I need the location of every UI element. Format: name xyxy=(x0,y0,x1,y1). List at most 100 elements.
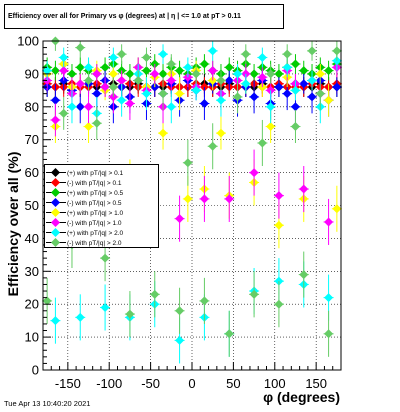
data-point xyxy=(158,128,168,138)
data-point xyxy=(290,59,300,69)
data-point xyxy=(249,168,259,178)
data-point xyxy=(125,309,135,319)
data-point xyxy=(108,69,118,79)
legend-label: (+) with pT/|q| > 0.1 xyxy=(67,169,124,177)
data-point xyxy=(183,194,193,204)
timestamp: Tue Apr 13 10:40:20 2021 xyxy=(4,399,91,408)
data-point xyxy=(224,194,234,204)
x-tick-label: 150 xyxy=(305,376,327,391)
legend-marker xyxy=(45,198,67,208)
legend-marker xyxy=(45,188,67,198)
x-tick-label: 0 xyxy=(188,376,195,391)
data-point xyxy=(266,122,276,132)
y-tick-label: 30 xyxy=(25,264,39,279)
series-7 xyxy=(42,41,342,364)
data-point xyxy=(92,69,102,79)
data-point xyxy=(59,66,69,76)
data-point xyxy=(92,118,102,128)
x-tick-label: 50 xyxy=(226,376,240,391)
data-point xyxy=(183,62,193,72)
data-point xyxy=(50,95,60,105)
data-point xyxy=(75,79,85,89)
plot-grid xyxy=(43,40,341,371)
data-point xyxy=(59,108,69,118)
data-point xyxy=(100,62,110,72)
legend-label: (-) with pT/|q| > 0.1 xyxy=(67,179,122,187)
legend-marker xyxy=(45,238,67,248)
data-point xyxy=(191,85,201,95)
data-point xyxy=(175,306,185,316)
data-point xyxy=(50,115,60,125)
data-point xyxy=(208,141,218,151)
data-point xyxy=(274,82,284,92)
data-point xyxy=(84,122,94,132)
y-tick-label: 40 xyxy=(25,231,39,246)
data-point xyxy=(117,75,127,85)
x-tick-label: 100 xyxy=(264,376,286,391)
data-point xyxy=(224,62,234,72)
data-point xyxy=(100,302,110,312)
data-point xyxy=(233,92,243,102)
data-point xyxy=(84,62,94,72)
data-point xyxy=(141,89,151,99)
data-point xyxy=(216,128,226,138)
y-tick-label: 20 xyxy=(25,297,39,312)
data-point xyxy=(266,102,276,112)
legend-entry: (+) with pT/|q| > 0.1 xyxy=(45,168,160,178)
data-point xyxy=(183,158,193,168)
data-point xyxy=(158,69,168,79)
data-point xyxy=(332,82,342,92)
data-point xyxy=(166,102,176,112)
chart-title: Efficiency over all for Primary vs φ (de… xyxy=(4,4,284,29)
legend-label: (+) with pT/|q| > 0.5 xyxy=(67,189,124,197)
data-point xyxy=(299,184,309,194)
data-point xyxy=(249,92,259,102)
data-point xyxy=(324,95,334,105)
data-point xyxy=(282,89,292,99)
y-tick-label: 0 xyxy=(32,363,39,378)
data-point xyxy=(75,43,85,53)
legend-label: (-) with pT/|q| > 2.0 xyxy=(67,239,122,247)
data-point xyxy=(299,66,309,76)
legend-marker xyxy=(45,168,67,178)
legend-entry: (+) with pT/|q| > 1.0 xyxy=(45,208,160,218)
data-point xyxy=(175,89,185,99)
data-point xyxy=(274,299,284,309)
data-point xyxy=(92,89,102,99)
data-point xyxy=(324,293,334,303)
data-point xyxy=(199,99,209,109)
data-point xyxy=(324,329,334,339)
data-point xyxy=(216,95,226,105)
legend-label: (+) with pT/|q| > 2.0 xyxy=(67,229,124,237)
data-point xyxy=(100,253,110,263)
data-point xyxy=(42,66,52,76)
data-point xyxy=(175,335,185,345)
data-point xyxy=(175,214,185,224)
x-tick-label: -150 xyxy=(55,376,81,391)
data-point xyxy=(108,82,118,92)
y-tick-label: 100 xyxy=(17,34,39,49)
data-point xyxy=(67,102,77,112)
x-tick-label: -50 xyxy=(141,376,160,391)
data-point xyxy=(307,46,317,56)
data-point xyxy=(166,59,176,69)
legend-label: (+) with pT/|q| > 1.0 xyxy=(67,209,124,217)
data-point xyxy=(266,69,276,79)
y-tick-label: 50 xyxy=(25,198,39,213)
data-point xyxy=(290,102,300,112)
data-point xyxy=(117,95,127,105)
data-point xyxy=(84,102,94,112)
data-point xyxy=(42,296,52,306)
data-point xyxy=(75,312,85,322)
data-point xyxy=(274,69,284,79)
data-point xyxy=(282,62,292,72)
legend-entry: (-) with pT/|q| > 0.5 xyxy=(45,198,160,208)
legend-entry: (-) with pT/|q| > 2.0 xyxy=(45,238,160,248)
legend-entry: (-) with pT/|q| > 0.1 xyxy=(45,178,160,188)
legend-label: (-) with pT/|q| > 0.5 xyxy=(67,199,122,207)
data-point xyxy=(290,85,300,95)
data-point xyxy=(117,49,127,59)
data-point xyxy=(233,69,243,79)
data-point xyxy=(50,66,60,76)
legend: (+) with pT/|q| > 0.1 (-) with pT/|q| > 0… xyxy=(44,164,159,248)
